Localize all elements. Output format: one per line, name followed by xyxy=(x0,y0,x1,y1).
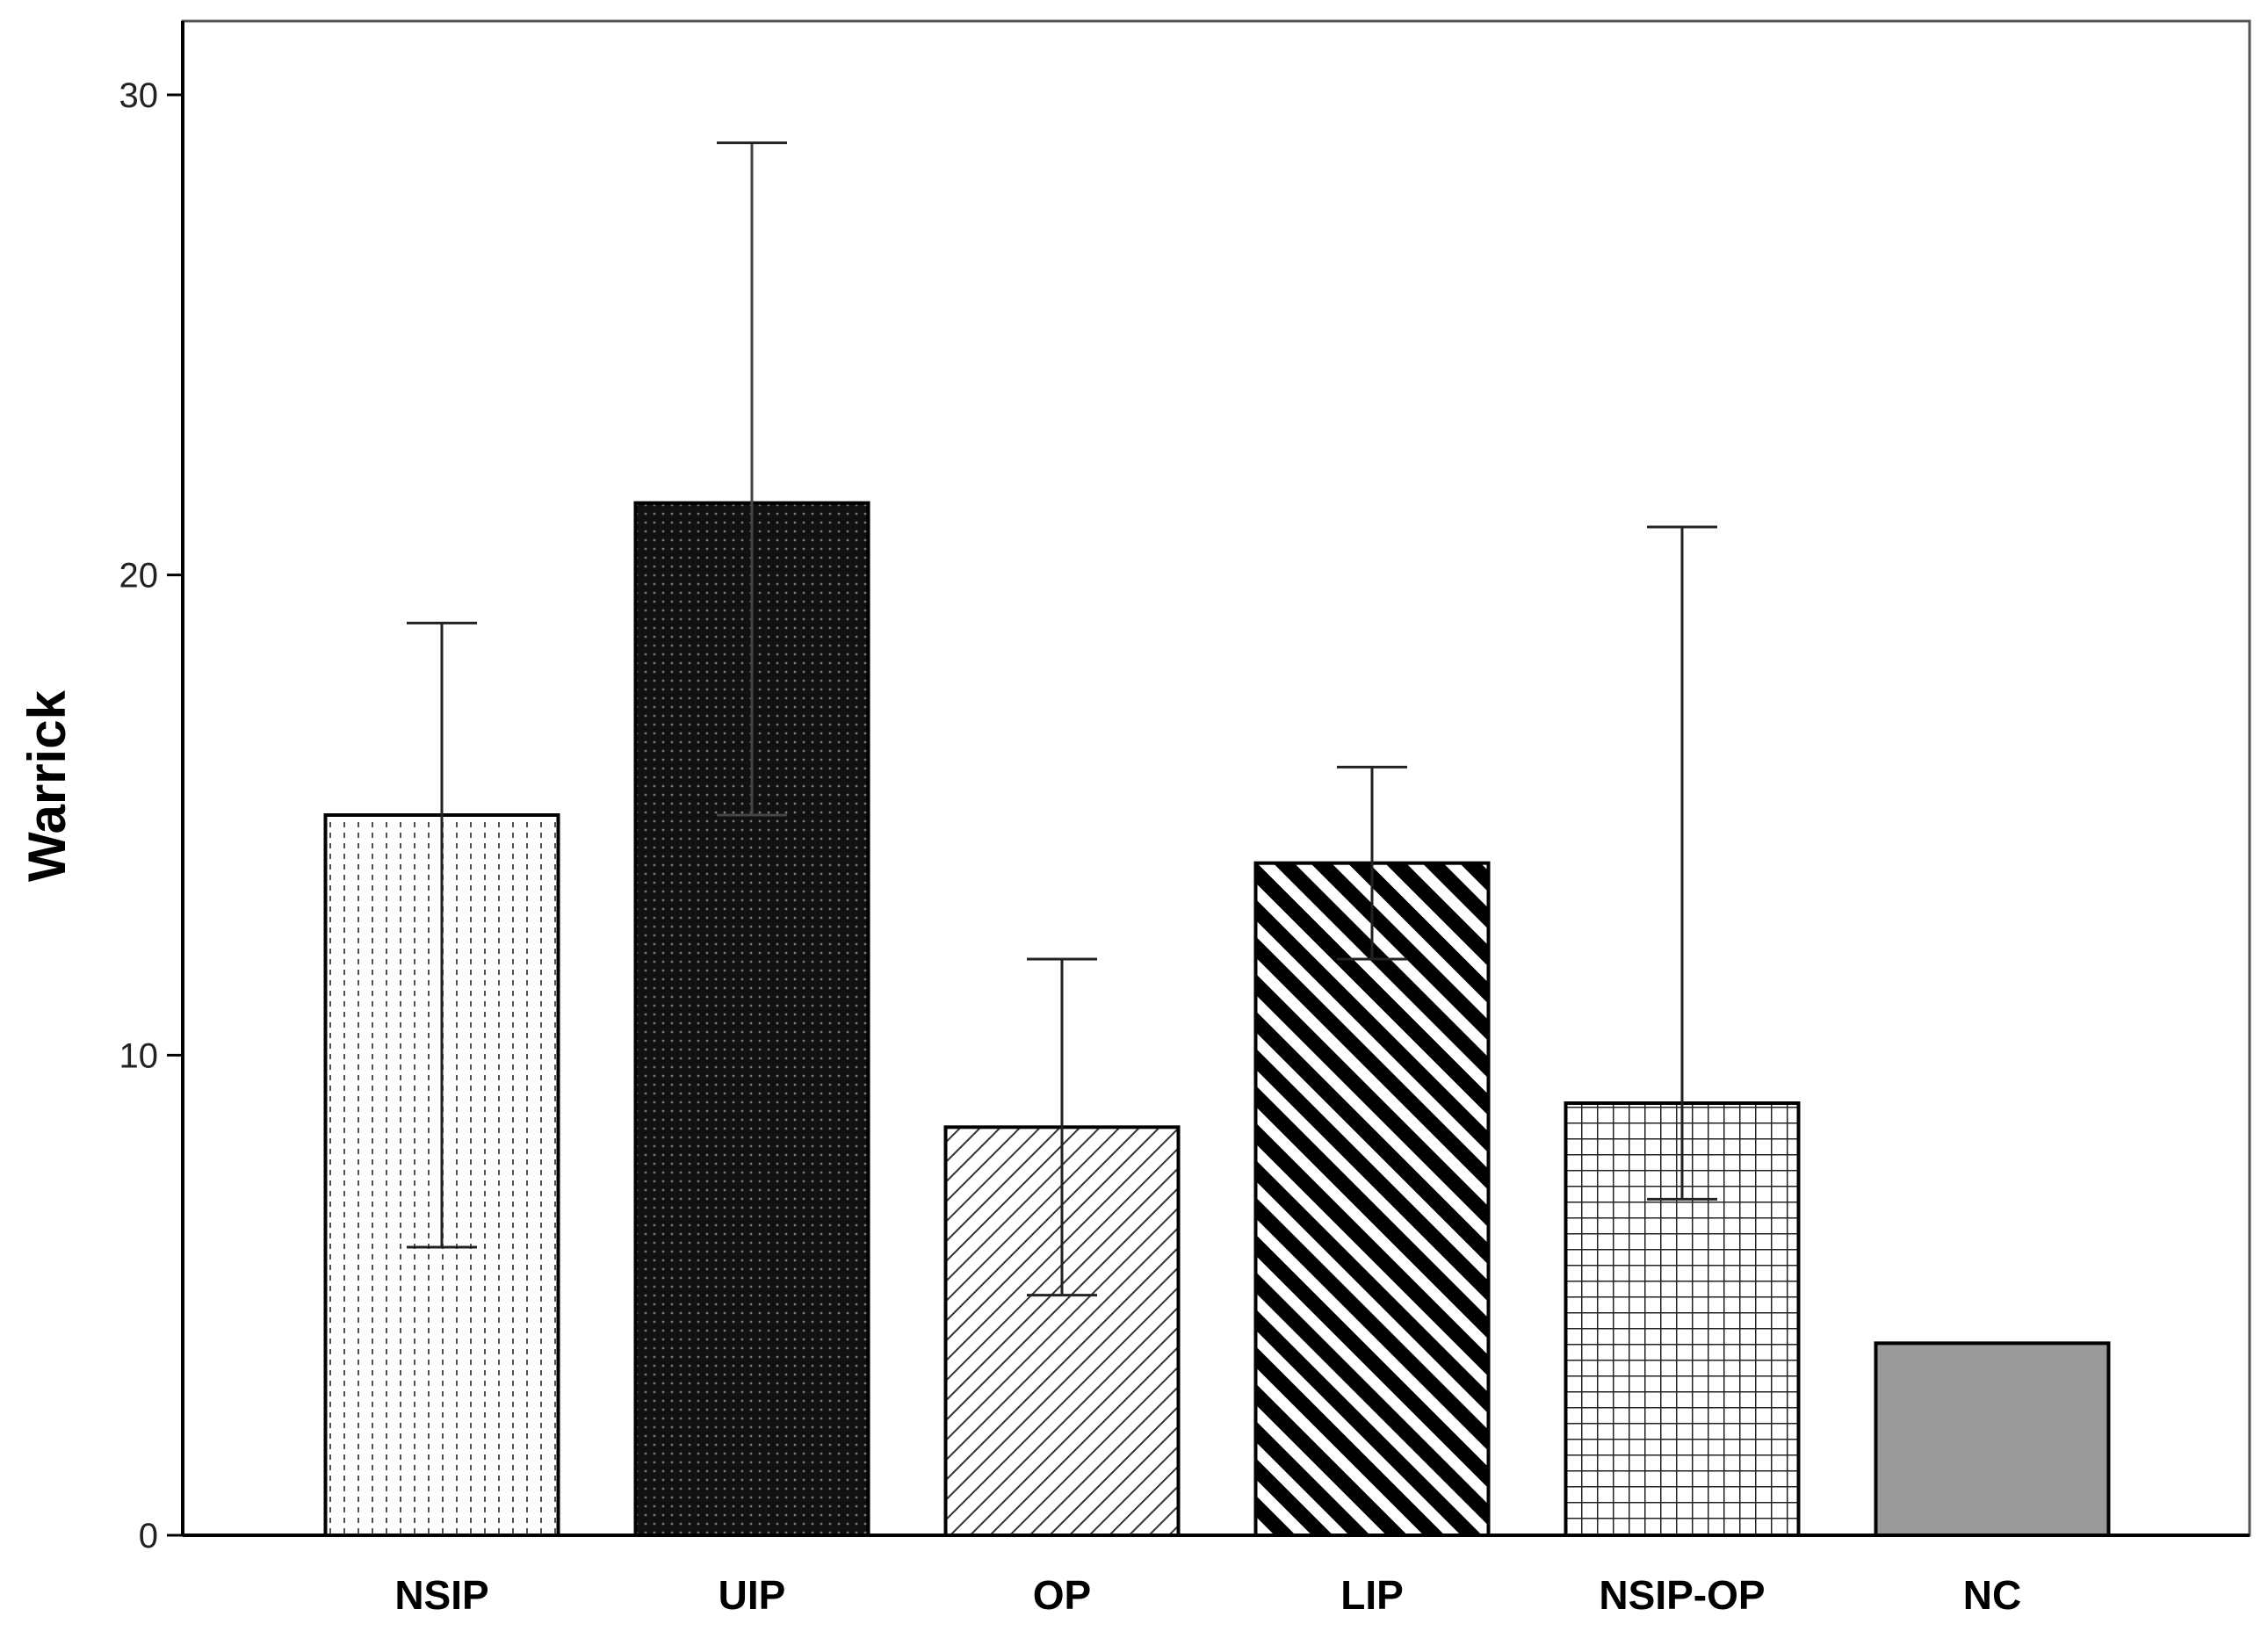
error-bar-op xyxy=(1027,957,1097,1297)
y-ticks: 0 10 20 30 xyxy=(119,76,183,1555)
bars xyxy=(323,501,2111,1538)
y-tick-label: 10 xyxy=(119,1036,159,1075)
bar-lip xyxy=(1253,861,1491,1537)
error-bar-nsip xyxy=(407,621,477,1249)
x-tick-label-uip: UIP xyxy=(719,1572,786,1618)
bar-op xyxy=(943,1125,1181,1538)
y-tick-label: 20 xyxy=(119,557,159,595)
bar-nc xyxy=(1874,1341,2111,1538)
x-tick-label-nsip-op: NSIP-OP xyxy=(1599,1572,1765,1618)
x-tick-label-lip: LIP xyxy=(1340,1572,1404,1618)
y-tick-label: 30 xyxy=(119,76,159,115)
error-bar-nsip-op xyxy=(1647,525,1717,1201)
error-bars xyxy=(407,141,1717,1297)
error-bar-uip xyxy=(717,141,787,817)
x-tick-label-nsip: NSIP xyxy=(394,1572,488,1618)
x-tick-label-nc: NC xyxy=(1963,1572,2021,1618)
y-tick-label: 0 xyxy=(139,1517,158,1555)
x-tick-label-op: OP xyxy=(1033,1572,1091,1618)
y-axis-title: Warrick xyxy=(18,689,76,882)
error-bar-lip xyxy=(1337,765,1407,961)
x-tick-labels: NSIP UIP OP LIP NSIP-OP NC xyxy=(394,1572,2021,1618)
